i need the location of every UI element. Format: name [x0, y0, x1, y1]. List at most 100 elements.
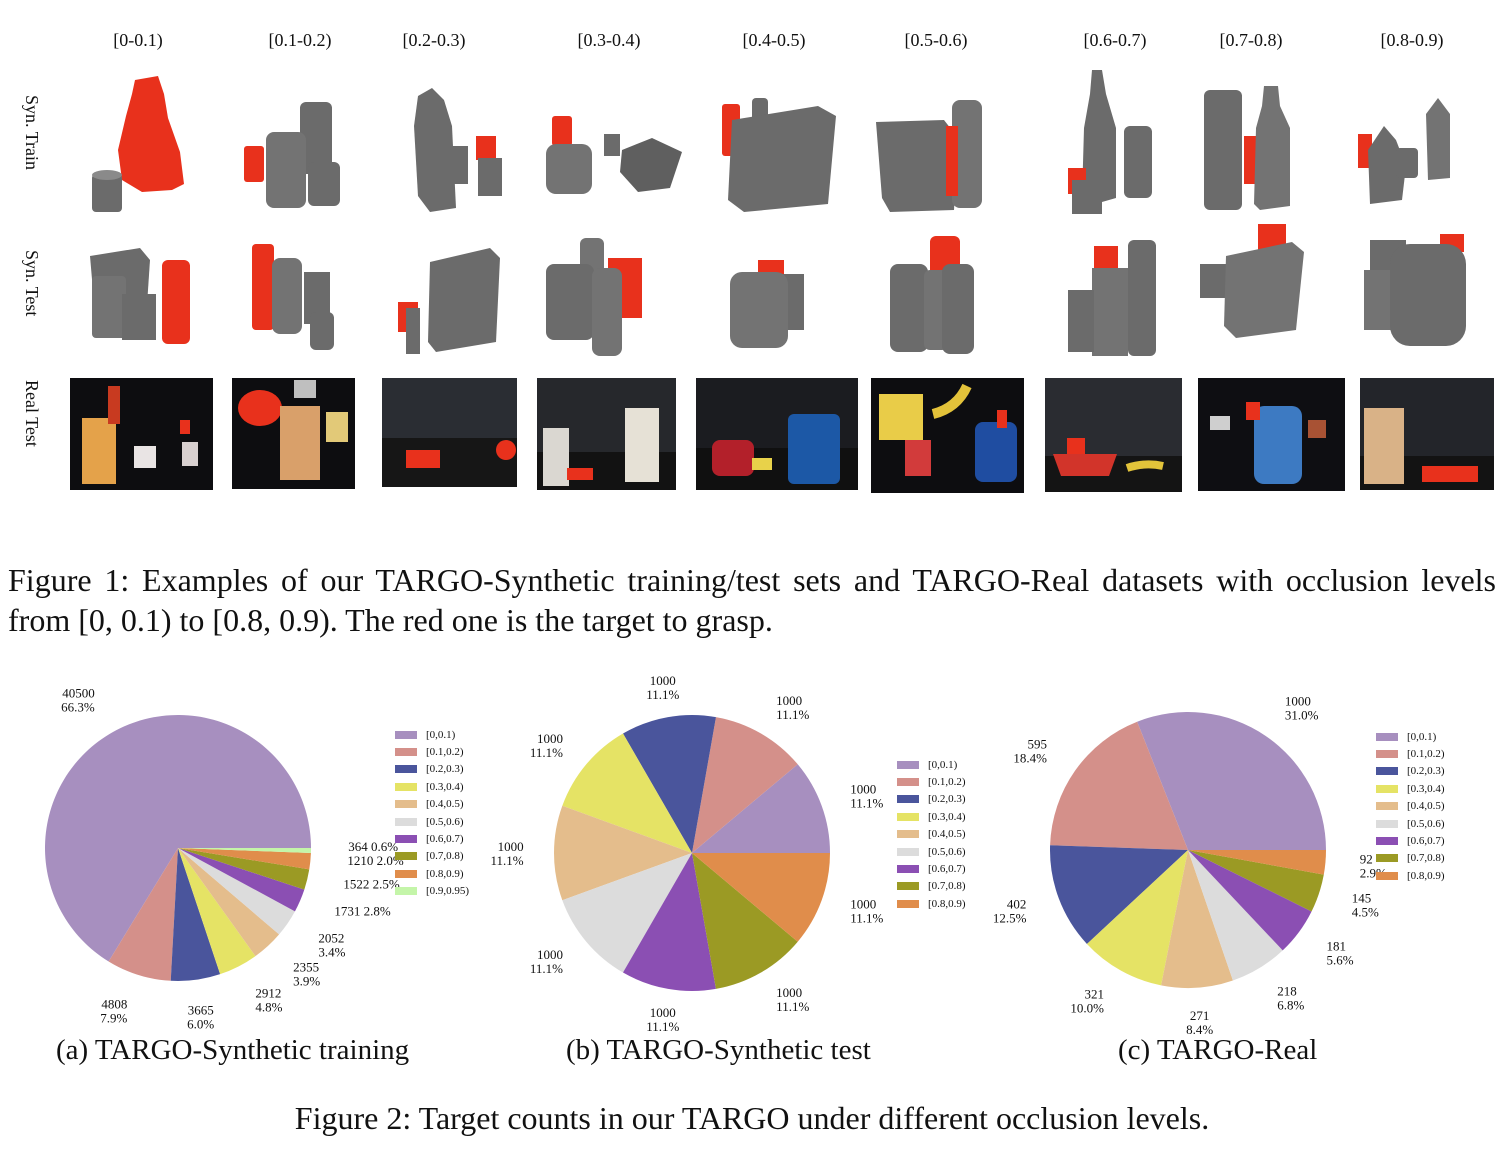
data-label: 402 12.5%	[993, 896, 1027, 925]
legend-label: [0,0.1)	[928, 758, 958, 771]
legend-swatch	[1376, 802, 1398, 811]
syn-train-scene	[546, 116, 682, 194]
real-test-photo	[382, 378, 517, 487]
data-label: 2912 4.8%	[255, 986, 282, 1015]
legend-swatch	[1376, 871, 1398, 880]
pie-slice	[170, 848, 221, 981]
legend-swatch	[897, 795, 919, 804]
legend-swatch	[1376, 837, 1398, 846]
legend-label: [0.6,0.7)	[928, 863, 966, 876]
syn-train-scene	[1358, 98, 1450, 204]
syn-train-scene	[876, 100, 982, 212]
legend-swatch	[395, 887, 417, 896]
legend-label: [0.8,0.9)	[426, 867, 464, 880]
pie-slice	[108, 848, 178, 981]
syn-train-scene	[414, 88, 502, 212]
data-label: 1000 31.0%	[1285, 693, 1319, 722]
pie-slice	[1086, 850, 1188, 986]
legend-item: [0,0.1)	[1376, 728, 1445, 745]
legend: [0,0.1) [0.1,0.2) [0.2,0.3) [0.3,0.4) [0.4,0…	[395, 726, 469, 900]
legend-item: [0.8,0.9)	[395, 865, 469, 882]
column-label: [0.7-0.8)	[1219, 30, 1283, 50]
column-label: [0-0.1)	[113, 30, 163, 50]
figure-1-caption: Figure 1: Examples of our TARGO-Syntheti…	[8, 562, 1496, 638]
data-label: 181 5.6%	[1327, 939, 1354, 968]
legend-item: [0.1,0.2)	[897, 773, 966, 790]
real-test-photo	[1360, 378, 1494, 490]
data-label: 2355 3.9%	[293, 959, 320, 988]
legend-swatch	[395, 817, 417, 826]
legend-swatch	[395, 869, 417, 878]
row-label-syn-train: Syn. Train	[22, 95, 42, 171]
column-label: [0.1-0.2)	[268, 30, 332, 50]
legend-label: [0.3,0.4)	[426, 780, 464, 793]
data-label: 1000 11.1%	[530, 731, 563, 760]
legend-label: [0,0.1)	[1407, 730, 1437, 743]
legend-label: [0.5,0.6)	[928, 845, 966, 858]
data-label: 1522 2.5%	[343, 876, 400, 891]
legend-label: [0.6,0.7)	[1407, 835, 1445, 848]
data-label: 2052 3.4%	[318, 930, 345, 959]
legend-label: [0.1,0.2)	[1407, 748, 1445, 761]
legend-label: [0.6,0.7)	[426, 833, 464, 846]
legend-swatch	[897, 899, 919, 908]
column-label: [0.4-0.5)	[742, 30, 806, 50]
data-label: 364 0.6%	[348, 839, 398, 854]
legend-item: [0,0.1)	[897, 756, 966, 773]
legend-item: [0.7,0.8)	[1376, 850, 1445, 867]
legend-label: [0.7,0.8)	[426, 850, 464, 863]
legend-swatch	[1376, 732, 1398, 741]
pie-slice	[1050, 721, 1188, 850]
legend-item: [0.2,0.3)	[395, 761, 469, 778]
syn-train-scene	[1204, 86, 1290, 210]
data-label: 3665 6.0%	[187, 1003, 214, 1032]
pie-slice	[178, 848, 295, 935]
legend-item: [0.2,0.3)	[897, 791, 966, 808]
data-label: 1000 11.1%	[776, 693, 809, 722]
legend-swatch	[395, 748, 417, 757]
column-label: [0.6-0.7)	[1083, 30, 1147, 50]
legend-swatch	[897, 865, 919, 874]
syn-test-scene	[730, 260, 804, 348]
syn-test-scene	[546, 238, 642, 356]
pie-slice	[178, 848, 305, 912]
legend-item: [0.4,0.5)	[897, 826, 966, 843]
legend-item: [0.8,0.9)	[1376, 867, 1445, 884]
pie-slice	[554, 805, 692, 901]
legend-swatch	[897, 778, 919, 787]
syn-test-scene	[252, 244, 334, 350]
pie-slice	[1188, 850, 1312, 951]
legend-label: [0.5,0.6)	[426, 815, 464, 828]
pie-slice	[623, 853, 716, 991]
legend-label: [0.2,0.3)	[426, 763, 464, 776]
syn-train-scene	[1068, 70, 1152, 214]
pie-slice	[692, 717, 798, 853]
legend-swatch	[897, 830, 919, 839]
data-label: 1000 11.1%	[530, 947, 563, 976]
column-label: [0.5-0.6)	[904, 30, 968, 50]
legend-swatch	[897, 882, 919, 891]
pie-slice	[692, 853, 798, 989]
pie-slice	[692, 853, 830, 942]
legend-item: [0.7,0.8)	[395, 848, 469, 865]
legend-item: [0.8,0.9)	[897, 895, 966, 912]
syn-test-scene	[398, 248, 500, 354]
pie-chart-real: 1000 31.0% 595 18.4% 402 12.5% 321 10.0% 271 8.4%…	[993, 693, 1387, 1037]
legend-swatch	[395, 765, 417, 774]
legend-swatch	[1376, 784, 1398, 793]
legend-item: [0.5,0.6)	[395, 813, 469, 830]
legend: [0,0.1) [0.1,0.2) [0.2,0.3) [0.3,0.4) [0.4,0…	[1376, 728, 1445, 885]
data-label: 1000 11.1%	[850, 897, 883, 926]
pie-slice	[178, 848, 311, 870]
row-label-syn-test: Syn. Test	[22, 250, 42, 317]
subcaption-b: (b) TARGO-Synthetic test	[566, 1034, 871, 1066]
legend-item: [0.5,0.6)	[897, 843, 966, 860]
pie-slice	[178, 848, 310, 890]
syn-test-scene	[1200, 224, 1304, 338]
pie-slice	[562, 733, 692, 853]
legend-label: [0.1,0.2)	[426, 746, 464, 759]
legend-swatch	[1376, 854, 1398, 863]
legend-item: [0.3,0.4)	[897, 808, 966, 825]
real-test-photo	[1198, 378, 1345, 491]
real-test-photo	[232, 378, 355, 489]
